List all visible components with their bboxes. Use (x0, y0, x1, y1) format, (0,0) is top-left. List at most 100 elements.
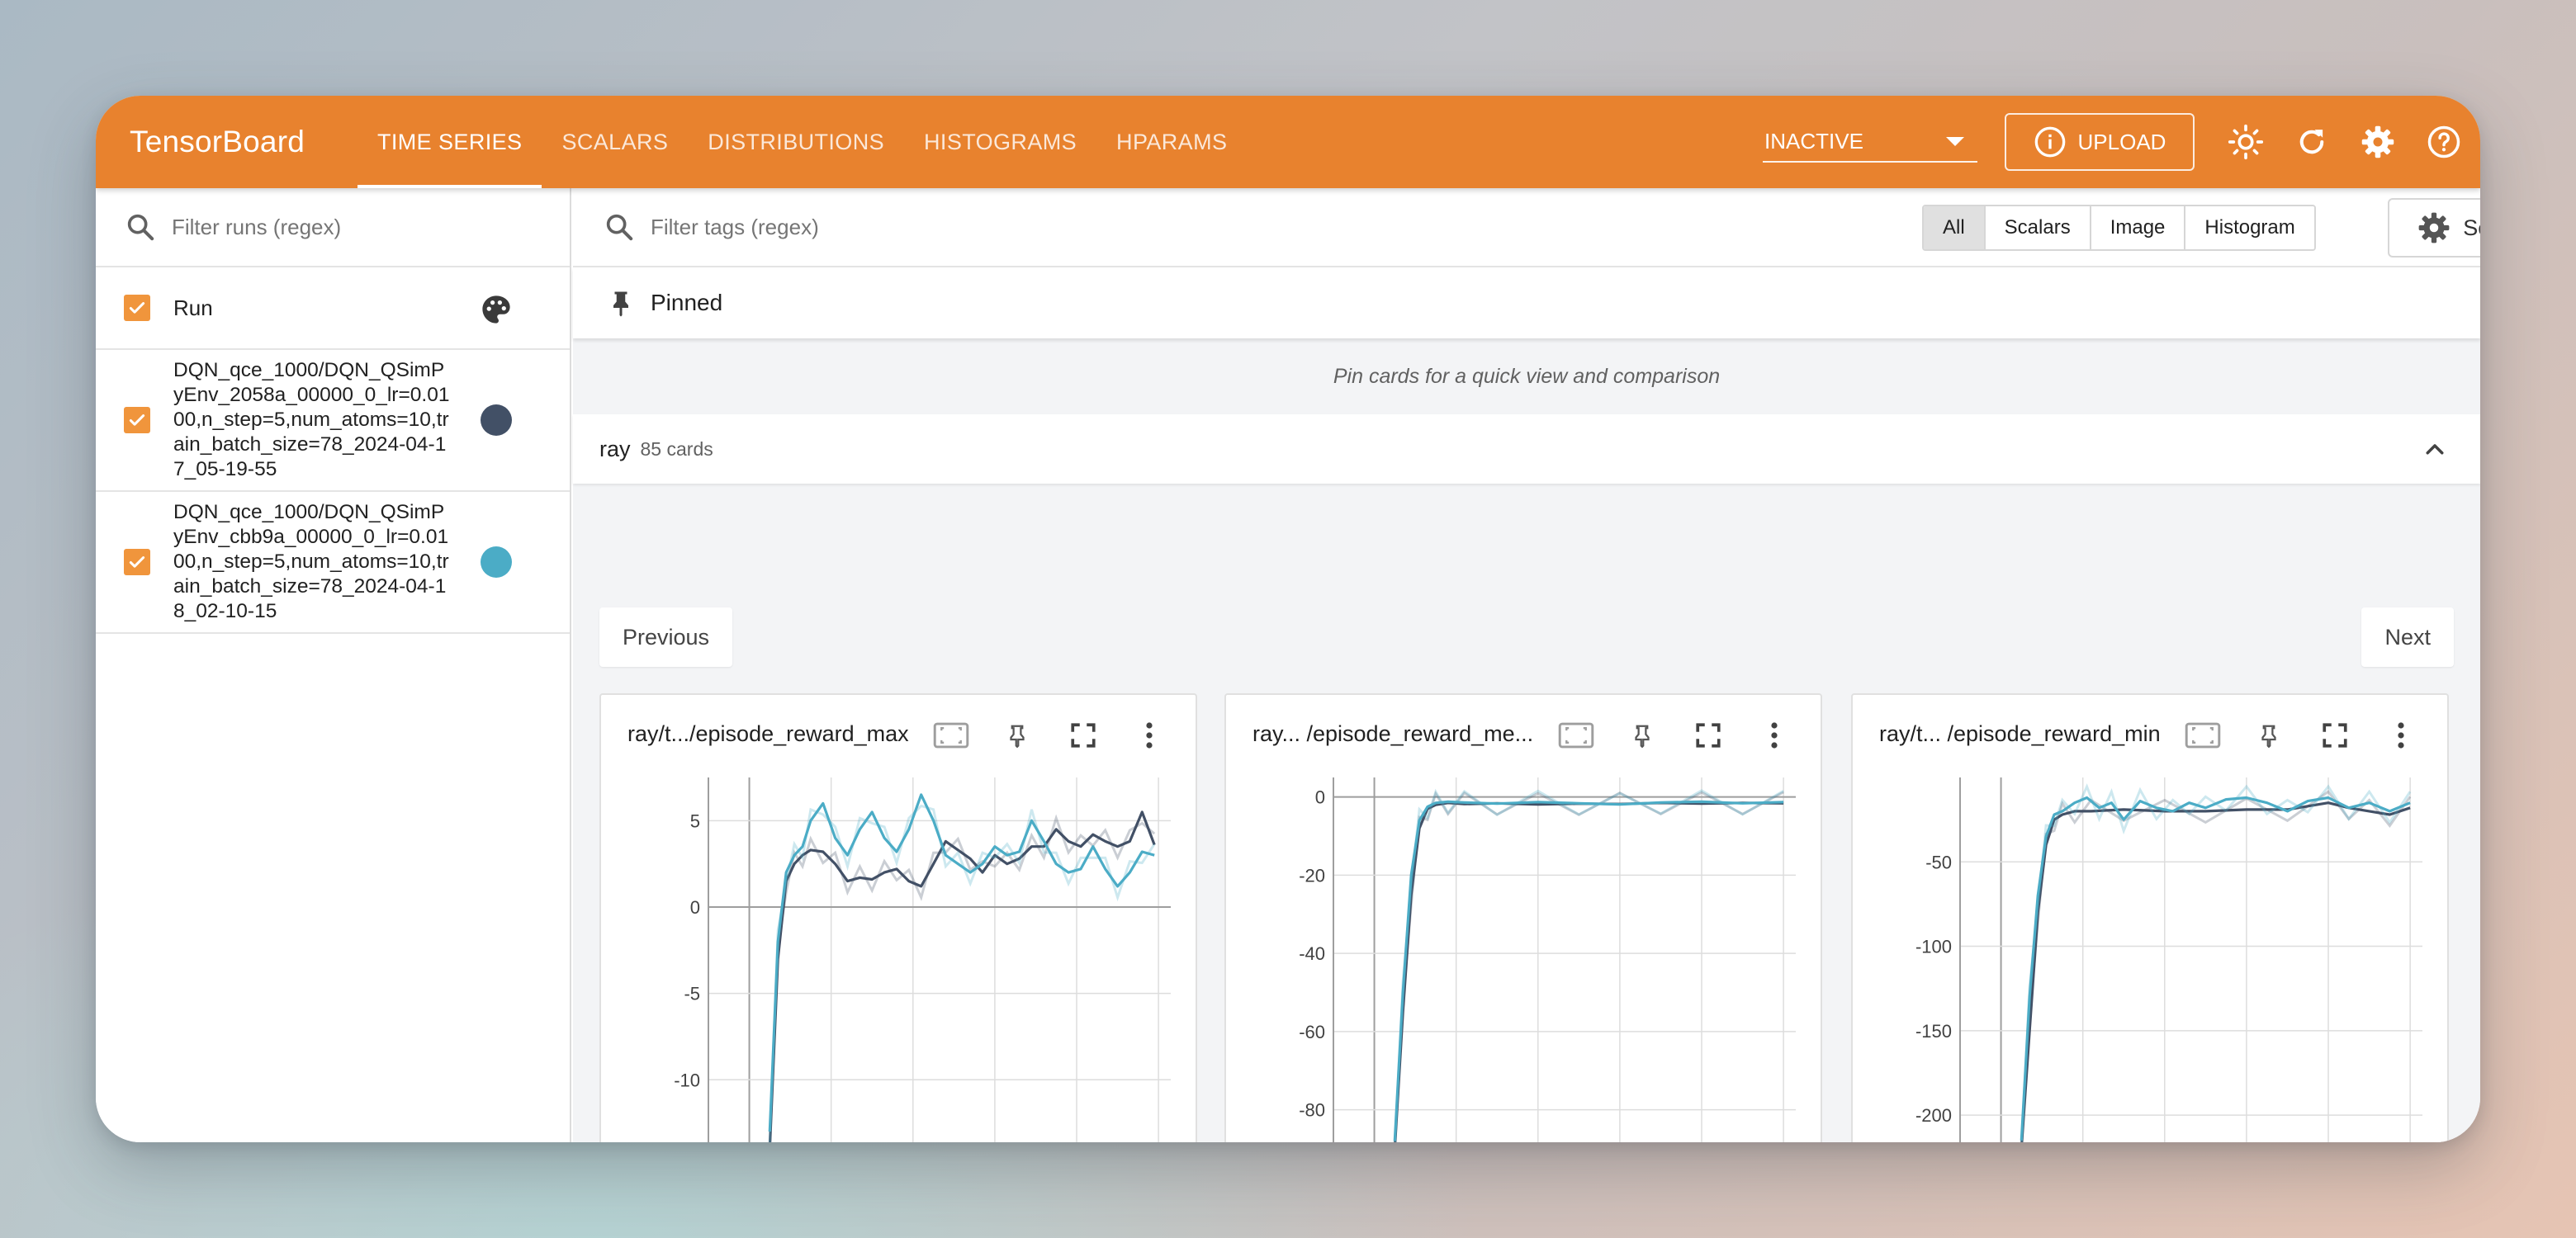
select-all-runs-checkbox[interactable] (124, 295, 150, 321)
refresh-button[interactable] (2279, 96, 2345, 188)
y-tick-label: -80 (1299, 1100, 1325, 1121)
filter-all-button[interactable]: All (1924, 206, 1984, 249)
run-color-swatch[interactable] (481, 546, 512, 578)
card-group-header[interactable]: ray 85 cards (573, 414, 2480, 484)
series-line (769, 810, 1156, 1142)
pin-card-button[interactable] (2236, 715, 2302, 756)
pinned-section-header: Pinned (573, 267, 2480, 338)
checkmark-icon (129, 556, 145, 568)
series-raw-line (2020, 790, 2412, 1142)
more-options-button[interactable] (1741, 715, 1807, 756)
filter-image-button[interactable]: Image (2089, 206, 2185, 249)
scalar-card: ray/t... /episode_reward_min (1851, 693, 2449, 1142)
run-checkbox[interactable] (124, 407, 150, 433)
tab-distributions[interactable]: DISTRIBUTIONS (708, 129, 885, 154)
run-row[interactable]: DQN_qce_1000/DQN_QSimPyEnv_cbb9a_00000_0… (96, 492, 570, 634)
fullscreen-icon (2323, 723, 2347, 748)
run-filter[interactable]: Filter runs (regex) (96, 188, 570, 267)
fullscreen-button[interactable] (1050, 715, 1116, 756)
card-title: ray/t.../episode_reward_max (627, 721, 909, 746)
line-chart[interactable]: 020k40k60k80k100k50-5-10 (601, 769, 1199, 1142)
runs-sidebar: Filter runs (regex) Run (96, 188, 571, 1142)
help-button[interactable] (2411, 96, 2477, 188)
tag-filter-bar: Filter tags (regex) All Scalars Image Hi… (573, 188, 2480, 267)
y-tick-label: -100 (1915, 937, 1952, 957)
card-title: ray/t... /episode_reward_min (1879, 721, 2161, 746)
y-tick-label: -150 (1915, 1021, 1952, 1042)
fit-to-data-icon (1558, 722, 1594, 749)
card-toolbar (2170, 715, 2434, 756)
pinned-title: Pinned (651, 290, 723, 315)
upload-label: UPLOAD (2077, 129, 2166, 154)
run-color-swatch[interactable] (481, 404, 512, 436)
status-select-value: INACTIVE (1764, 128, 1863, 154)
series-line (1393, 800, 1784, 1141)
filter-scalars-button[interactable]: Scalars (1983, 206, 2090, 249)
series-line (2020, 796, 2411, 1141)
line-chart[interactable]: 0 20k 40k 60k 80k 100k-50-100-150-200 (1853, 769, 2451, 1142)
fit-domain-button[interactable] (918, 715, 984, 756)
filter-histogram-button[interactable]: Histogram (2184, 206, 2314, 249)
series-raw-line (1394, 791, 1784, 1142)
run-column-label: Run (173, 295, 213, 320)
y-tick-label: 5 (690, 810, 700, 831)
pin-icon (613, 291, 628, 317)
pin-card-button[interactable] (1609, 715, 1675, 756)
settings-label: Settings (2463, 215, 2480, 240)
run-name: DQN_qce_1000/DQN_QSimPyEnv_2058a_00000_0… (173, 359, 450, 480)
run-row[interactable]: DQN_qce_1000/DQN_QSimPyEnv_2058a_00000_0… (96, 350, 570, 492)
fit-domain-button[interactable] (2170, 715, 2236, 756)
fit-domain-button[interactable] (1543, 715, 1609, 756)
more-options-button[interactable] (1116, 715, 1182, 756)
refresh-icon (2299, 130, 2324, 154)
help-icon (2427, 125, 2460, 158)
search-icon (606, 214, 633, 241)
tensorboard-window: TensorBoard TIME SERIES SCALARS DISTRIBU… (96, 96, 2480, 1142)
previous-page-button[interactable]: Previous (599, 607, 733, 667)
info-icon (2034, 126, 2065, 158)
y-tick-label: -50 (1925, 852, 1952, 872)
pin-icon (2261, 725, 2276, 749)
y-tick-label: 0 (1315, 787, 1325, 808)
search-icon (127, 214, 154, 241)
y-tick-label: -200 (1915, 1105, 1952, 1126)
status-select[interactable]: INACTIVE (1763, 121, 1977, 163)
chevron-up-icon[interactable] (2422, 437, 2447, 462)
tab-time-series[interactable]: TIME SERIES (358, 96, 542, 188)
tab-scalars[interactable]: SCALARS (561, 129, 669, 154)
tag-filter-input[interactable]: Filter tags (regex) (651, 214, 819, 239)
upload-button[interactable]: UPLOAD (2005, 113, 2195, 171)
group-card-count: 85 cards (640, 437, 713, 460)
card-title: ray... /episode_reward_me... (1252, 721, 1534, 746)
settings-button[interactable] (2345, 96, 2411, 188)
more-vert-icon (1771, 722, 1778, 749)
line-chart[interactable]: 020k40k60k80k100k0-20-40-60-80 (1226, 769, 1824, 1142)
pin-icon (1635, 725, 1650, 749)
tab-histograms[interactable]: HISTOGRAMS (924, 129, 1077, 154)
y-tick-label: -10 (674, 1070, 700, 1090)
series-raw-line (1394, 788, 1784, 1142)
run-filter-placeholder: Filter runs (regex) (172, 214, 342, 239)
theme-toggle-button[interactable] (2213, 96, 2279, 188)
scalar-card: ray... /episode_reward_me... (1224, 693, 1822, 1142)
app-title: TensorBoard (130, 125, 305, 158)
next-page-button[interactable]: Next (2361, 607, 2454, 667)
palette-icon[interactable] (479, 292, 514, 327)
settings-panel-button[interactable]: Settings (2388, 198, 2480, 258)
pin-card-button[interactable] (984, 715, 1050, 756)
pinned-empty-message: Pin cards for a quick view and compariso… (1333, 364, 1721, 388)
fullscreen-button[interactable] (2302, 715, 2368, 756)
tab-hparams[interactable]: HPARAMS (1116, 129, 1228, 154)
settings-gear-icon (2418, 212, 2450, 243)
nav-tabs: TIME SERIES SCALARS DISTRIBUTIONS HISTOG… (358, 96, 1247, 188)
run-name: DQN_qce_1000/DQN_QSimPyEnv_cbb9a_00000_0… (173, 501, 449, 622)
chevron-down-icon (1946, 136, 1964, 146)
checkmark-icon (129, 414, 145, 426)
settings-gear-icon (2361, 125, 2394, 158)
fullscreen-button[interactable] (1675, 715, 1741, 756)
more-options-button[interactable] (2368, 715, 2434, 756)
run-checkbox[interactable] (124, 549, 150, 575)
run-header-row: Run (96, 267, 570, 350)
y-tick-label: -60 (1299, 1022, 1325, 1042)
fullscreen-icon (1696, 723, 1721, 748)
